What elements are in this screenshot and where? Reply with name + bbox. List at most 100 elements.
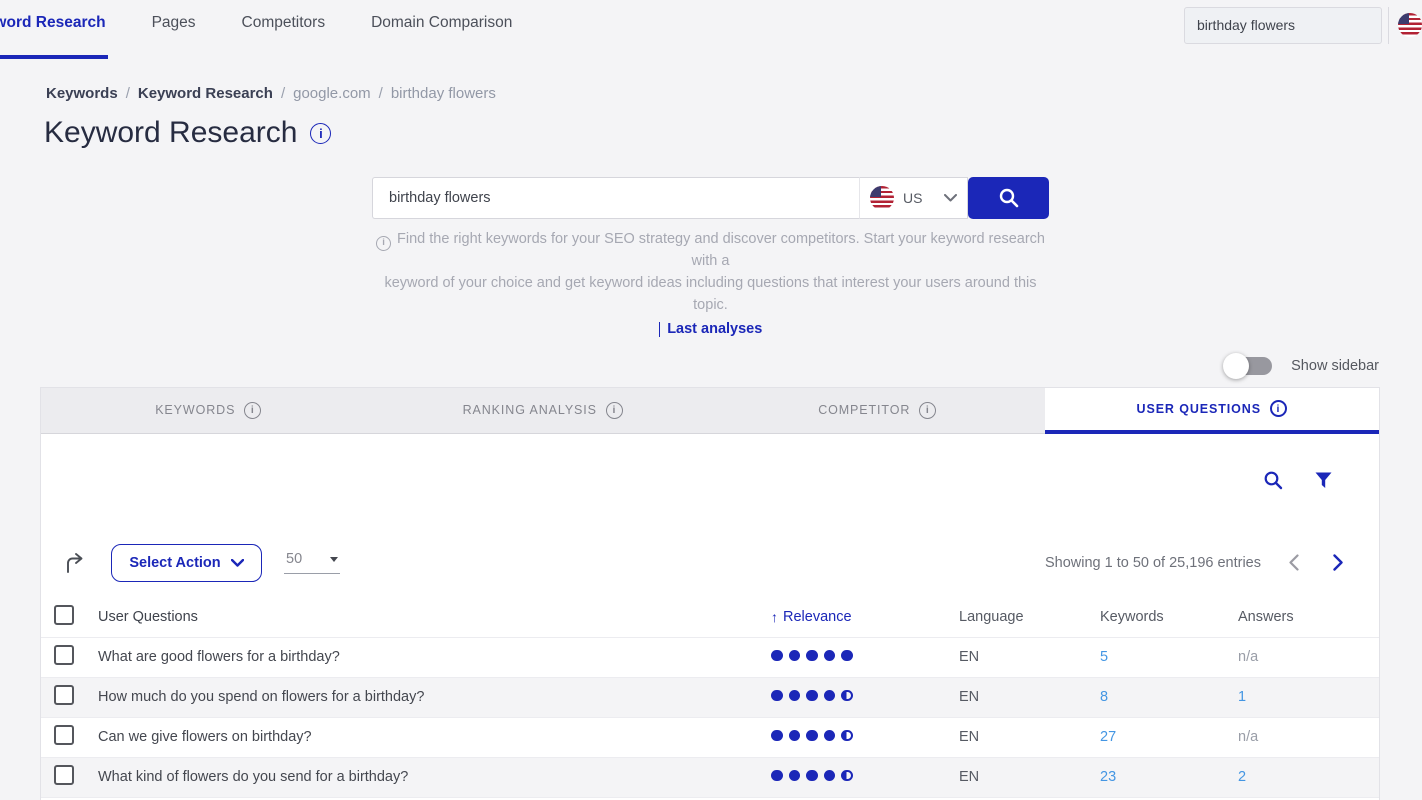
row-checkbox[interactable] — [54, 765, 74, 785]
nav-label: Domain Comparison — [371, 14, 513, 31]
chevron-down-icon — [230, 558, 244, 567]
table-body: What are good flowers for a birthday? EN… — [41, 636, 1379, 800]
relevance-dot — [788, 729, 800, 741]
table-header: User Questions ↑ Relevance Language Keyw… — [41, 598, 1379, 637]
row-checkbox[interactable] — [54, 685, 74, 705]
breadcrumb-keyword-research[interactable]: Keyword Research — [137, 85, 273, 102]
column-header-label: Relevance — [783, 608, 852, 625]
header-search — [1184, 6, 1422, 44]
header-search-input[interactable] — [1184, 6, 1382, 44]
export-icon[interactable] — [63, 551, 87, 575]
top-navigation-bar: Keyword Research Pages Competitors Domai… — [0, 0, 1422, 60]
answers-count-link[interactable]: 1 — [1238, 689, 1247, 705]
country-selector[interactable]: US — [860, 177, 968, 219]
relevance-dot — [823, 689, 835, 701]
keywords-count-link[interactable]: 27 — [1100, 729, 1117, 745]
language-value: EN — [959, 649, 980, 665]
language-value: EN — [959, 689, 980, 705]
pagination-next-icon[interactable] — [1333, 554, 1343, 571]
main-nav: Keyword Research Pages Competitors Domai… — [0, 0, 514, 60]
table-search-icon[interactable] — [1263, 470, 1284, 491]
relevance-dot — [788, 689, 800, 701]
breadcrumb-separator: / — [378, 85, 383, 102]
relevance-dot — [806, 769, 818, 781]
tab-user-questions[interactable]: USER QUESTIONS — [1044, 387, 1379, 434]
row-checkbox[interactable] — [54, 645, 74, 665]
user-question-text: What kind of flowers do you send for a b… — [98, 769, 409, 785]
relevance-dot — [823, 649, 835, 661]
breadcrumb-keywords[interactable]: Keywords — [46, 85, 118, 102]
country-code: US — [903, 190, 923, 206]
pagination-prev-icon[interactable] — [1289, 554, 1299, 571]
table-row: What are good flowers for a birthday? EN… — [41, 636, 1379, 677]
table-row: What kind of flowers do you send for a b… — [41, 756, 1379, 797]
language-value: EN — [959, 769, 980, 785]
last-analyses-link[interactable]: Last analyses — [658, 321, 763, 337]
select-all-checkbox[interactable] — [54, 605, 74, 625]
relevance-dots — [771, 649, 853, 661]
nav-label: Competitors — [241, 14, 326, 31]
info-icon — [376, 235, 392, 251]
nav-label: Pages — [151, 14, 196, 31]
table-toolbar: Select Action 50 Showing 1 to 50 of 25,1… — [41, 543, 1379, 582]
us-flag-icon — [870, 186, 894, 210]
search-submit-button[interactable] — [968, 177, 1049, 219]
relevance-dot — [841, 689, 853, 701]
column-header-relevance[interactable]: ↑ Relevance — [771, 609, 852, 625]
search-icon — [999, 188, 1018, 208]
select-action-button[interactable]: Select Action — [111, 543, 262, 582]
nav-item-pages[interactable]: Pages — [150, 0, 198, 60]
relevance-dot — [771, 649, 783, 661]
row-checkbox[interactable] — [54, 725, 74, 745]
relevance-dot — [841, 769, 853, 781]
relevance-dot — [771, 769, 783, 781]
toggle-knob — [1223, 352, 1250, 379]
keywords-count-link[interactable]: 23 — [1100, 769, 1117, 785]
nav-item-competitors[interactable]: Competitors — [240, 0, 328, 60]
nav-item-domain-comparison[interactable]: Domain Comparison — [369, 0, 514, 60]
relevance-dot — [788, 649, 800, 661]
hint-line-1: Find the right keywords for your SEO str… — [397, 231, 1045, 269]
relevance-dot — [806, 729, 818, 741]
sort-asc-icon: ↑ — [771, 608, 778, 625]
last-analyses-label: Last analyses — [667, 321, 763, 337]
nav-label: Keyword Research — [0, 14, 106, 31]
tab-label: RANKING ANALYSIS — [462, 403, 597, 417]
keywords-count-link[interactable]: 5 — [1100, 649, 1109, 665]
tab-label: KEYWORDS — [155, 403, 236, 417]
relevance-dot — [823, 769, 835, 781]
tab-competitor[interactable]: COMPETITOR — [710, 387, 1045, 434]
column-header-language[interactable]: Language — [959, 609, 1024, 625]
column-header-answers[interactable]: Answers — [1238, 609, 1294, 625]
relevance-dot — [771, 729, 783, 741]
tab-ranking-analysis[interactable]: RANKING ANALYSIS — [375, 387, 710, 434]
answers-count-link[interactable]: 2 — [1238, 769, 1247, 785]
column-header-keywords[interactable]: Keywords — [1100, 609, 1164, 625]
hint-line-2: keyword of your choice and get keyword i… — [384, 275, 1037, 313]
page-size-select[interactable]: 50 — [284, 551, 340, 574]
show-sidebar-toggle[interactable] — [1223, 352, 1273, 379]
tab-info-icon[interactable] — [244, 401, 262, 419]
relevance-dots — [771, 769, 853, 781]
page-title-info-icon[interactable] — [310, 122, 332, 144]
tab-info-icon[interactable] — [605, 401, 623, 419]
column-header-user-questions[interactable]: User Questions — [98, 609, 198, 625]
relevance-dot — [806, 649, 818, 661]
relevance-dot — [823, 729, 835, 741]
tab-keywords[interactable]: KEYWORDS — [41, 387, 376, 434]
breadcrumb-domain: google.com — [293, 85, 371, 102]
divider — [658, 321, 661, 337]
relevance-dot — [841, 729, 853, 741]
chevron-down-icon — [944, 194, 957, 202]
breadcrumb: Keywords / Keyword Research / google.com… — [46, 85, 1422, 102]
filter-icon[interactable] — [1314, 471, 1333, 490]
us-flag-icon[interactable] — [1398, 13, 1422, 37]
keywords-count-link[interactable]: 8 — [1100, 689, 1109, 705]
relevance-dot — [806, 689, 818, 701]
tab-info-icon[interactable] — [919, 401, 937, 419]
tab-label: USER QUESTIONS — [1136, 401, 1261, 416]
nav-item-keyword-research[interactable]: Keyword Research — [0, 0, 108, 60]
page-title: Keyword Research — [44, 116, 298, 149]
tab-info-icon[interactable] — [1269, 400, 1287, 417]
keyword-search-input[interactable] — [372, 177, 860, 219]
